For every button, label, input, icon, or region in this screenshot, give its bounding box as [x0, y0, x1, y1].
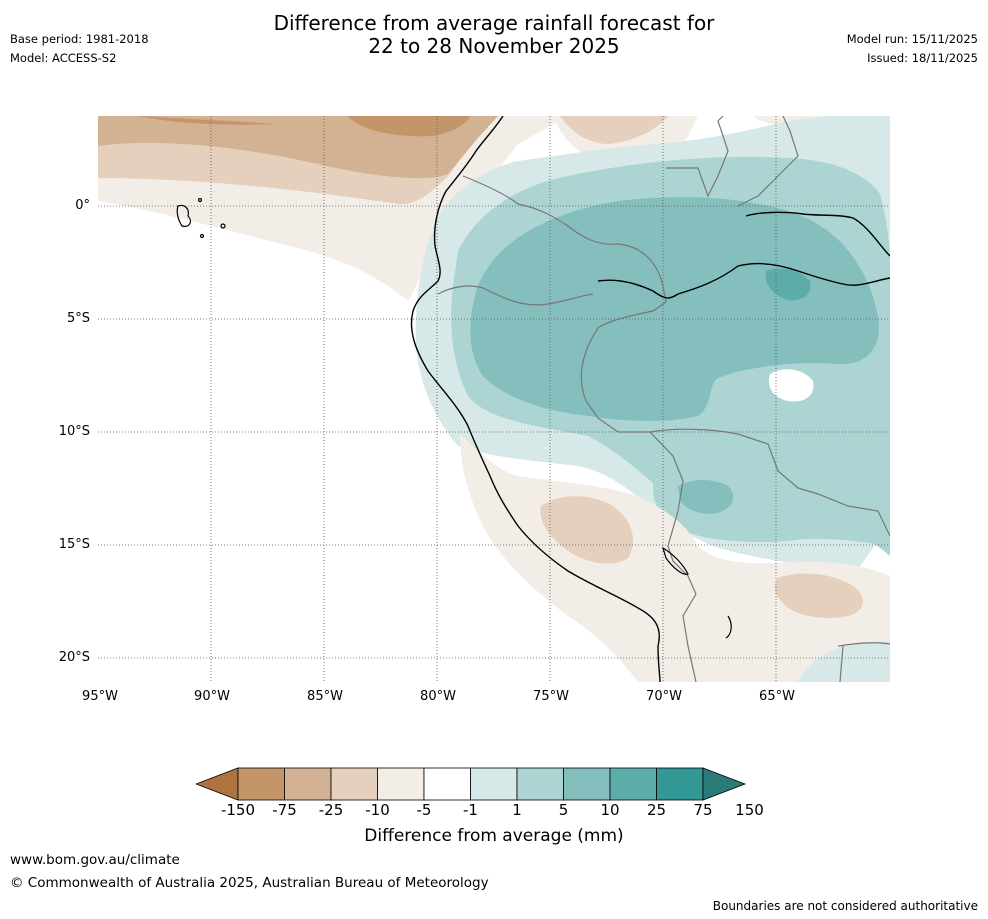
- rainfall-anomaly-map: [98, 116, 890, 682]
- colorbar-cell: [237, 767, 285, 801]
- amazon-river: [597, 262, 890, 299]
- model-run: Model run: 15/11/2025: [846, 32, 978, 46]
- wet-se-corner: [798, 641, 890, 682]
- border-ecuador-peru: [437, 285, 594, 306]
- issued-date: Issued: 18/11/2025: [867, 51, 978, 65]
- colorbar-arrow-low: [196, 767, 239, 801]
- colorbar-cell: [656, 767, 704, 801]
- colorbar-tick-label: -150: [220, 801, 256, 819]
- lake-poopo: [725, 615, 732, 639]
- pacific-coast: [410, 116, 661, 682]
- colorbar-tick-label: -5: [416, 801, 432, 819]
- neutral-hole: [768, 369, 814, 402]
- colorbar-cell: [284, 767, 332, 801]
- colorbar-cells: [196, 767, 747, 801]
- colorbar-tick-label: -1: [463, 801, 478, 819]
- chart-title: Difference from average rainfall forecas…: [0, 12, 988, 58]
- colorbar-tick-label: 150: [735, 801, 764, 819]
- colorbar-cell: [609, 767, 657, 801]
- colorbar-cell: [563, 767, 611, 801]
- map-svg: [98, 116, 890, 682]
- border-paraguay: [837, 642, 890, 682]
- colorbar-tick-label: -75: [272, 801, 297, 819]
- model-name: Model: ACCESS-S2: [10, 51, 117, 65]
- lat-label-10s: 10°S: [58, 424, 90, 439]
- amazon-north-branch: [745, 211, 890, 257]
- meta-right: Model run: 15/11/2025 Issued: 18/11/2025: [847, 30, 978, 68]
- grid-lines: [98, 116, 890, 682]
- title-line-2: 22 to 28 November 2025: [368, 34, 620, 58]
- lat-label-5s: 5°S: [66, 311, 90, 326]
- colorbar-cell: [330, 767, 378, 801]
- colorbar-title: Difference from average (mm): [364, 826, 624, 846]
- wet-strong-south: [678, 480, 734, 514]
- lon-label-80w: 80°W: [420, 689, 456, 704]
- colorbar-cell: [423, 767, 471, 801]
- border-venezuela-brazil: [737, 116, 799, 207]
- dry-south-mid-1: [540, 496, 633, 564]
- border-bolivia-brazil: [649, 428, 890, 537]
- meta-left: Base period: 1981-2018 Model: ACCESS-S2: [10, 30, 149, 68]
- base-period: Base period: 1981-2018: [10, 32, 149, 46]
- lon-label-65w: 65°W: [759, 689, 795, 704]
- footer-note: Boundaries are not considered authoritat…: [712, 899, 978, 913]
- title-line-1: Difference from average rainfall forecas…: [273, 11, 715, 35]
- colorbar-cell: [470, 767, 518, 801]
- footer-url[interactable]: www.bom.gov.au/climate: [10, 852, 180, 868]
- border-chile-bolivia: [682, 593, 697, 682]
- dry-ne-core: [560, 116, 890, 144]
- galapagos-main: [176, 204, 192, 227]
- dry-core: [138, 116, 470, 137]
- colorbar-tick-label: 5: [558, 801, 569, 819]
- lon-label-70w: 70°W: [646, 689, 682, 704]
- dry-south-light: [460, 434, 890, 682]
- border-peru-bolivia: [649, 431, 697, 595]
- colorbar-cell: [377, 767, 425, 801]
- colorbar-tick-label: 75: [693, 801, 713, 819]
- wet-core: [765, 268, 811, 301]
- wet-strong: [470, 197, 879, 421]
- galapagos-islet-1: [197, 197, 203, 203]
- galapagos-islet-2: [220, 223, 226, 229]
- border-colombia-venezuela: [666, 116, 729, 198]
- lat-label-20s: 20°S: [58, 650, 90, 665]
- colorbar-tick-label: 25: [646, 801, 667, 819]
- colorbar-cell: [516, 767, 564, 801]
- border-peru-brazil: [580, 301, 667, 433]
- border-colombia-peru: [462, 175, 667, 303]
- lat-label-15s: 15°S: [58, 537, 90, 552]
- colorbar-tick-label: -25: [318, 801, 344, 819]
- lake-titicaca: [661, 546, 689, 575]
- lat-label-0: 0°: [75, 198, 90, 213]
- country-borders: [437, 116, 890, 682]
- lon-label-95w: 95°W: [82, 689, 118, 704]
- lon-label-90w: 90°W: [194, 689, 230, 704]
- lon-label-85w: 85°W: [307, 689, 343, 704]
- colorbar-tick-label: -10: [365, 801, 390, 819]
- footer-copyright: © Commonwealth of Australia 2025, Austra…: [10, 875, 489, 891]
- islands: [176, 197, 732, 639]
- colorbar: [196, 767, 747, 801]
- colorbar-tick-label: 10: [600, 801, 620, 819]
- colorbar-arrow-high: [702, 767, 747, 801]
- lon-label-75w: 75°W: [533, 689, 569, 704]
- colorbar-tick-label: 1: [512, 801, 522, 819]
- coastlines: [410, 116, 890, 682]
- galapagos-islet-3: [199, 233, 205, 239]
- dry-south-mid-2: [774, 573, 864, 618]
